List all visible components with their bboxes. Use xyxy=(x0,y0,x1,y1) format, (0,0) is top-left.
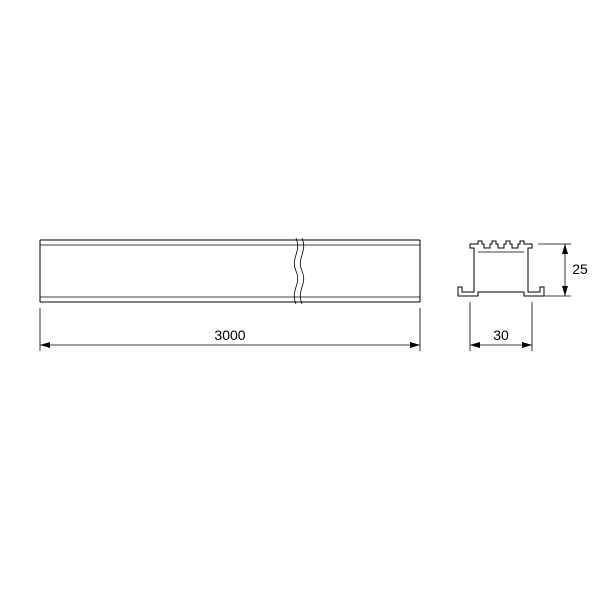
width-dimension-value: 30 xyxy=(493,327,509,343)
height-dimension-value: 25 xyxy=(572,261,588,277)
length-dimension-value: 3000 xyxy=(214,327,245,343)
side-view xyxy=(40,238,420,304)
technical-drawing: 3000 30 25 xyxy=(0,0,600,600)
cross-section xyxy=(458,241,544,296)
height-dimension: 25 xyxy=(538,244,588,296)
length-dimension: 3000 xyxy=(40,308,420,351)
width-dimension: 30 xyxy=(470,302,532,351)
